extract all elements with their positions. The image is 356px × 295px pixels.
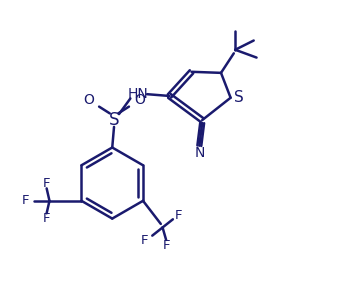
Text: N: N	[194, 146, 204, 160]
Text: F: F	[175, 209, 182, 222]
Text: F: F	[43, 212, 51, 225]
Text: S: S	[234, 89, 243, 104]
Text: F: F	[22, 194, 30, 207]
Text: HN: HN	[128, 87, 148, 101]
Text: O: O	[134, 93, 145, 106]
Text: F: F	[141, 235, 148, 248]
Text: O: O	[83, 93, 94, 106]
Text: S: S	[109, 111, 119, 129]
Text: F: F	[43, 177, 51, 190]
Text: F: F	[162, 240, 170, 253]
